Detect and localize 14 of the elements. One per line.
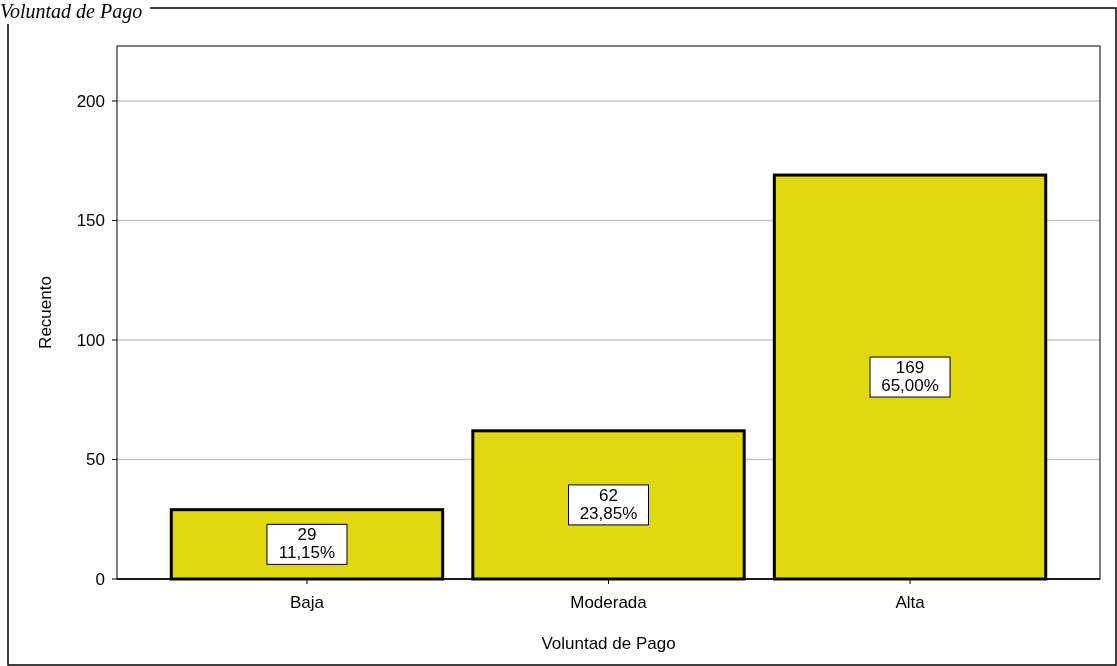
y-tick-label: 50 <box>86 450 105 470</box>
data-label: 29 11,15% <box>278 525 336 563</box>
x-tick-label: Moderada <box>570 593 648 612</box>
x-tick-label: Baja <box>289 593 325 612</box>
x-axis-title: Voluntad de Pago <box>541 634 676 653</box>
data-label: 169 65,00% <box>881 358 939 396</box>
y-axis-title: Recuento <box>36 276 55 349</box>
y-tick-label: 100 <box>76 330 105 350</box>
x-tick-label: Alta <box>895 593 926 612</box>
y-tick-label: 150 <box>76 211 105 231</box>
chart-title: Voluntad de Pago <box>0 0 143 23</box>
y-tick-label: 200 <box>76 91 105 111</box>
data-label: 62 23,85% <box>579 485 638 523</box>
y-tick-label: 0 <box>95 570 105 589</box>
